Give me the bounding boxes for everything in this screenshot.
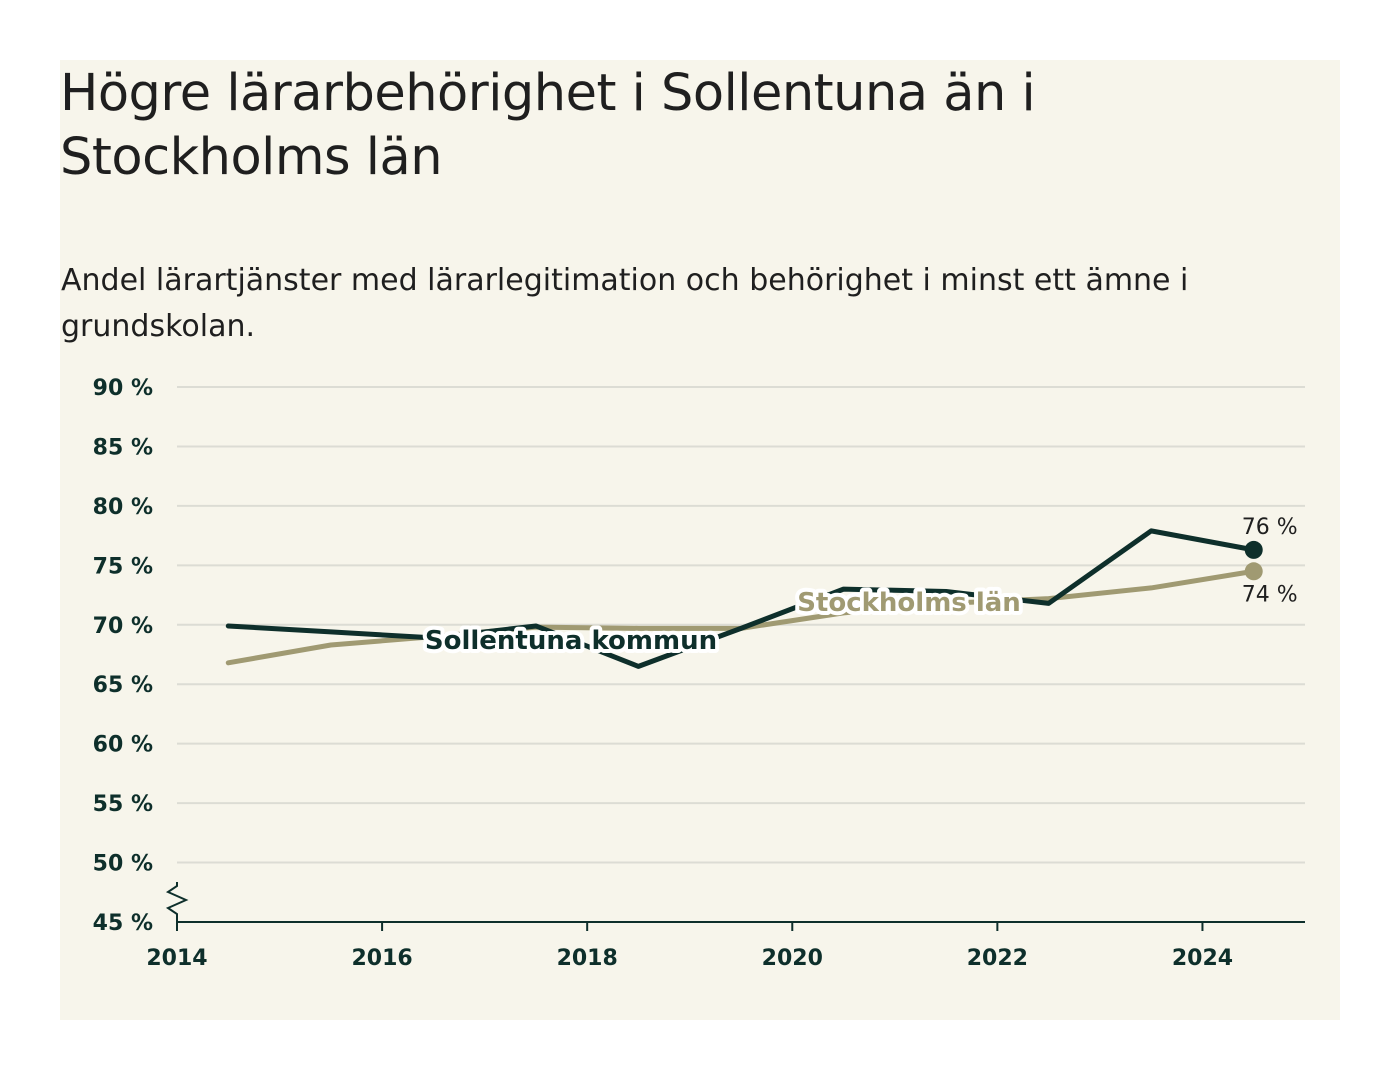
stockholm-series-label: Stockholms län <box>797 588 1021 618</box>
gridlines <box>177 386 1305 864</box>
y-axis-break-icon <box>165 882 189 922</box>
x-tick-label: 2016 <box>351 946 412 971</box>
y-tick-label: 65 % <box>93 673 153 698</box>
stockholm-end-value: 74 % <box>1242 582 1298 607</box>
x-axis: 2014 2016 2018 2020 2022 2024 <box>146 882 1305 971</box>
series-line <box>225 528 1257 669</box>
series-end-marker <box>1244 562 1263 581</box>
chart-panel <box>60 60 1340 1020</box>
y-tick-label: 60 % <box>93 733 153 758</box>
stockholm-series-label-halo: Stockholms län <box>797 588 1021 618</box>
y-tick-label: 50 % <box>93 852 153 877</box>
y-tick-label: 70 % <box>93 614 153 639</box>
series-lines <box>225 528 1263 669</box>
x-tick-label: 2018 <box>557 946 618 971</box>
chart-title: Högre lärarbehörighet i Sollentuna än i … <box>60 64 1036 187</box>
y-tick-label: 90 % <box>93 376 153 401</box>
series-end-marker <box>1244 540 1263 559</box>
x-tick-label: 2024 <box>1172 946 1233 971</box>
y-tick-label: 80 % <box>93 495 153 520</box>
sollentuna-series-label-halo: Sollentuna kommun <box>425 626 717 656</box>
chart-subtitle: Andel lärartjänster med lärarlegitimatio… <box>61 263 1189 344</box>
y-tick-label: 45 % <box>93 911 153 936</box>
y-tick-label: 55 % <box>93 792 153 817</box>
y-axis-ticks: 45 % 50 % 55 % 60 % 65 % 70 % 75 % 80 % 85 % 90 % <box>93 376 153 936</box>
x-tick-label: 2020 <box>762 946 823 971</box>
y-tick-label: 85 % <box>93 435 153 460</box>
y-tick-label: 75 % <box>93 554 153 579</box>
x-tick-label: 2022 <box>967 946 1028 971</box>
series-line <box>225 568 1257 666</box>
sollentuna-series-label: Sollentuna kommun <box>425 626 717 656</box>
x-tick-label: 2014 <box>146 946 207 971</box>
sollentuna-end-value: 76 % <box>1242 515 1298 540</box>
